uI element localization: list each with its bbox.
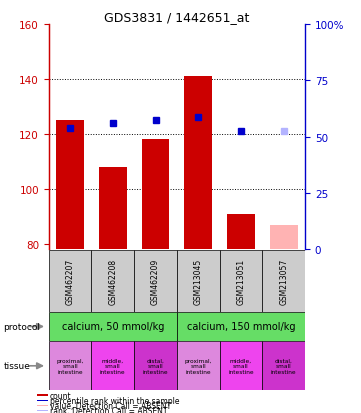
Text: middle,
small
intestine: middle, small intestine	[100, 358, 126, 374]
Bar	[134, 342, 177, 390]
Bar	[49, 342, 91, 390]
Bar	[56, 121, 84, 250]
Bar	[37, 410, 48, 411]
Text: calcium, 150 mmol/kg: calcium, 150 mmol/kg	[187, 322, 295, 332]
Text: GSM213051: GSM213051	[236, 258, 245, 304]
Bar	[91, 342, 134, 390]
Bar	[37, 400, 48, 401]
Text: middle,
small
intestine: middle, small intestine	[228, 358, 254, 374]
Text: rank, Detection Call = ABSENT: rank, Detection Call = ABSENT	[50, 406, 168, 413]
Text: GSM462208: GSM462208	[108, 258, 117, 304]
Bar	[49, 313, 177, 341]
Bar	[184, 77, 212, 250]
Bar	[227, 214, 255, 250]
Bar	[270, 225, 297, 250]
Text: value, Detection Call = ABSENT: value, Detection Call = ABSENT	[50, 401, 171, 410]
Text: GSM213057: GSM213057	[279, 258, 288, 304]
Bar	[177, 342, 219, 390]
Text: GSM462207: GSM462207	[66, 258, 75, 304]
Bar	[262, 251, 305, 312]
Title: GDS3831 / 1442651_at: GDS3831 / 1442651_at	[104, 11, 249, 24]
Bar	[177, 251, 219, 312]
Text: proximal,
small
intestine: proximal, small intestine	[184, 358, 212, 374]
Text: distal,
small
intestine: distal, small intestine	[271, 358, 296, 374]
Text: percentile rank within the sample: percentile rank within the sample	[50, 396, 179, 405]
Bar	[134, 251, 177, 312]
Bar	[219, 251, 262, 312]
Bar	[49, 251, 91, 312]
Text: distal,
small
intestine: distal, small intestine	[143, 358, 168, 374]
Text: GSM462209: GSM462209	[151, 258, 160, 304]
Text: GSM213045: GSM213045	[194, 258, 203, 304]
Bar	[262, 342, 305, 390]
Text: calcium, 50 mmol/kg: calcium, 50 mmol/kg	[62, 322, 164, 332]
Bar	[219, 342, 262, 390]
Text: proximal,
small
intestine: proximal, small intestine	[56, 358, 84, 374]
Text: protocol: protocol	[4, 322, 40, 331]
Bar	[91, 251, 134, 312]
Text: tissue: tissue	[4, 361, 30, 370]
Bar	[177, 313, 305, 341]
Bar	[99, 168, 127, 250]
Bar	[142, 140, 169, 250]
Bar	[37, 405, 48, 406]
Bar	[37, 394, 48, 396]
Text: count: count	[50, 391, 71, 399]
